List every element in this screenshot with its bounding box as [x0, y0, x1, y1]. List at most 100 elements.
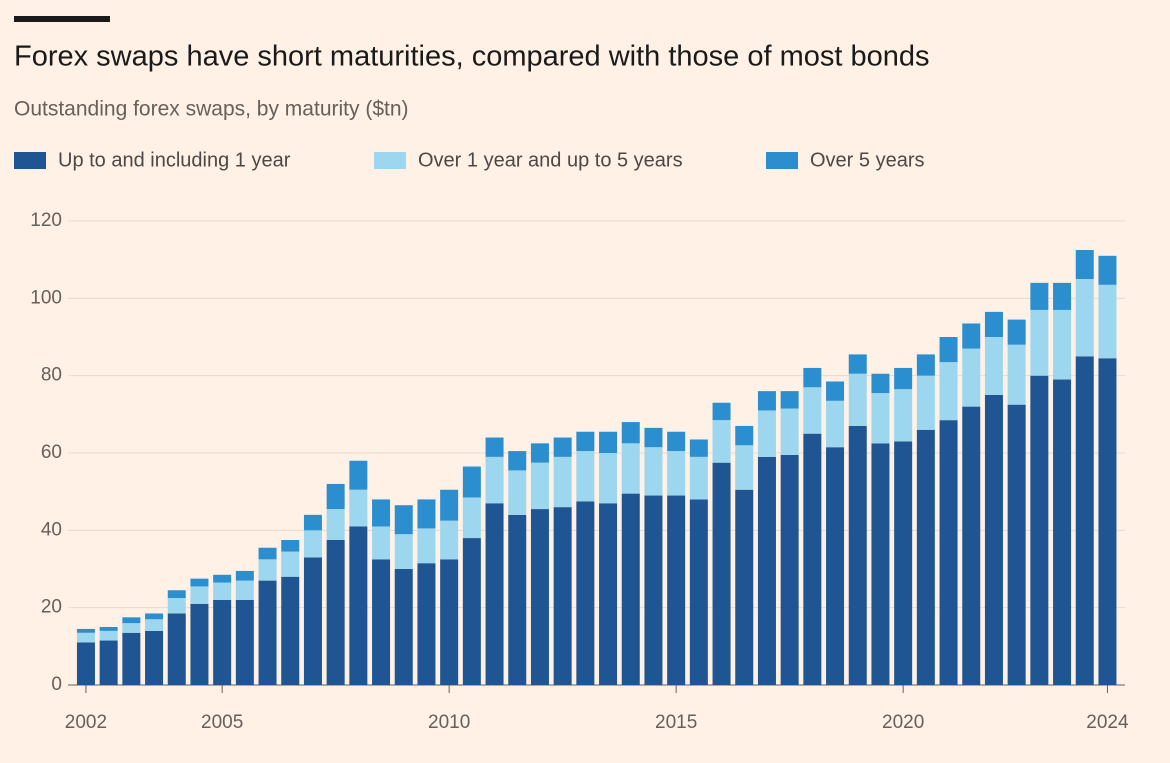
bar-segment: [417, 528, 436, 564]
bar-segment: [76, 632, 95, 643]
bar-segment: [984, 311, 1003, 337]
bar-segment: [1007, 344, 1026, 405]
bar-segment: [190, 586, 209, 604]
bar-segment: [803, 433, 822, 685]
bar-segment: [1075, 279, 1094, 357]
bar-segment: [735, 445, 754, 490]
bar-segment: [871, 443, 890, 685]
bar-segment: [99, 627, 118, 631]
bar-segment: [145, 630, 164, 685]
bar-segment: [667, 495, 686, 685]
bar-segment: [508, 451, 527, 471]
bar-segment: [326, 483, 345, 510]
bar-segment: [440, 520, 459, 560]
bar-segment: [190, 578, 209, 587]
bar-segment: [1053, 282, 1072, 310]
bar-segment: [1007, 319, 1026, 345]
bar-segment: [372, 559, 391, 685]
bar-segment: [349, 460, 368, 490]
bar-segment: [689, 456, 708, 500]
bar-segment: [621, 493, 640, 685]
legend-label: Over 5 years: [810, 149, 924, 171]
x-tick-label: 2020: [882, 712, 924, 733]
bar-segment: [258, 580, 277, 685]
bar-segment: [757, 410, 776, 457]
bar-segment: [440, 489, 459, 521]
bar-segment: [667, 431, 686, 452]
bar-segment: [576, 431, 595, 452]
bar-segment: [303, 530, 322, 558]
bar-segment: [326, 540, 345, 685]
bar-segment: [553, 456, 572, 508]
bar-segment: [894, 389, 913, 442]
bar-segment: [689, 439, 708, 457]
legend-swatch: [766, 152, 798, 169]
y-tick-label: 100: [30, 287, 62, 308]
bar-segment: [1075, 356, 1094, 685]
bar-segment: [1098, 284, 1117, 359]
bar-segment: [826, 381, 845, 401]
bar-segment: [167, 613, 186, 685]
bar-segment: [553, 507, 572, 685]
bar-segment: [303, 557, 322, 685]
bar-segment: [167, 598, 186, 614]
bar-segment: [76, 628, 95, 633]
bar-segment: [372, 526, 391, 560]
bar-segment: [281, 540, 300, 552]
bar-segment: [213, 582, 232, 600]
bar-segment: [644, 427, 663, 448]
bar-segment: [485, 437, 504, 457]
bar-segment: [689, 499, 708, 685]
bar-segment: [894, 441, 913, 685]
bar-segment: [1075, 250, 1094, 279]
bar-segment: [394, 569, 413, 685]
x-tick-label: 2015: [655, 712, 697, 733]
bar-segment: [939, 337, 958, 363]
y-tick-label: 80: [41, 365, 62, 386]
bar-segment: [1030, 375, 1049, 685]
legend-label: Over 1 year and up to 5 years: [418, 149, 683, 171]
bar-segment: [530, 462, 549, 510]
bar-segment: [962, 406, 981, 685]
bar-segment: [372, 499, 391, 527]
bar-segment: [780, 454, 799, 685]
y-tick-label: 40: [41, 519, 62, 540]
y-tick-label: 0: [51, 674, 62, 695]
bar-segment: [780, 408, 799, 455]
bar-segment: [871, 393, 890, 444]
bar-segment: [303, 514, 322, 531]
bar-segment: [667, 451, 686, 496]
y-tick-label: 60: [41, 442, 62, 463]
bar-segment: [235, 580, 254, 600]
top-rule: [14, 16, 110, 22]
bar-segment: [122, 623, 141, 633]
bar-segment: [235, 570, 254, 581]
bar-segment: [440, 559, 459, 685]
bar-segment: [644, 447, 663, 496]
bar-segment: [803, 367, 822, 388]
bar-segment: [1098, 255, 1117, 285]
bar-segment: [99, 640, 118, 685]
y-tick-label: 120: [30, 210, 62, 231]
chart-subtitle: Outstanding forex swaps, by maturity ($t…: [14, 98, 409, 121]
bar-segment: [213, 574, 232, 583]
bar-segment: [76, 642, 95, 685]
bar-segment: [826, 447, 845, 685]
bar-segment: [599, 453, 618, 504]
bar-segment: [213, 599, 232, 685]
bar-segment: [417, 499, 436, 529]
bar-segment: [553, 437, 572, 457]
bar-segment: [145, 619, 164, 631]
bar-segment: [803, 387, 822, 434]
chart-title: Forex swaps have short maturities, compa…: [14, 41, 930, 73]
bar-segment: [576, 501, 595, 685]
bar-segment: [962, 348, 981, 407]
bar-segment: [462, 497, 481, 539]
bar-segment: [1053, 309, 1072, 380]
bar-segment: [735, 425, 754, 446]
bar-segment: [984, 337, 1003, 395]
bar-segment: [712, 402, 731, 421]
bar-segment: [599, 503, 618, 685]
